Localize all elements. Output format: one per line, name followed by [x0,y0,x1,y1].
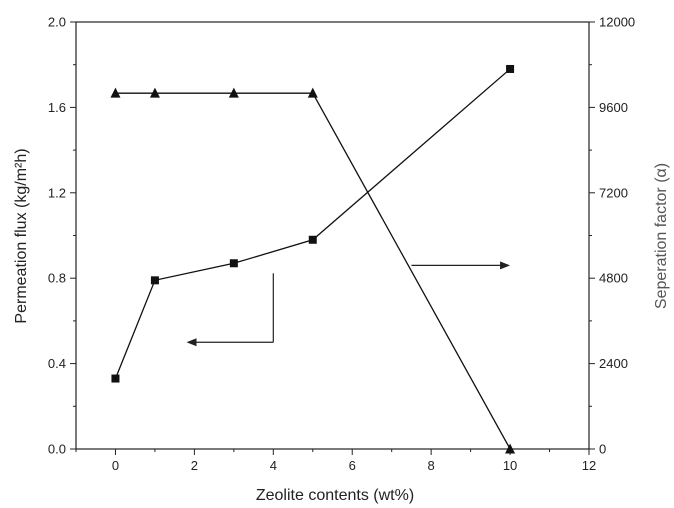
y-right-tick-label: 9600 [599,100,628,115]
triangle-data-point [149,87,160,98]
square-data-point [229,259,238,268]
y-left-tick-label: 2.0 [48,15,66,30]
square-data-point [111,374,120,383]
x-tick-label: 6 [349,458,356,473]
y-right-tick-label: 2400 [599,356,628,371]
plot-frame [75,21,590,450]
triangle-data-point [228,87,239,98]
x-axis-title: Zeolite contents (wt%) [256,487,414,504]
ticks: 0 2 4 6 8 10 12 0.0 0.4 0.8 1.2 1.6 2.0 0 2400 4800 7200… [48,15,635,474]
x-tick-label: 4 [270,458,277,473]
arrow-left-head [186,338,197,347]
y-left-tick-label: 1.2 [48,185,66,200]
arrow-right-head [500,261,511,270]
x-tick-label: 10 [503,458,517,473]
y-right-tick-label: 4800 [599,271,628,286]
x-tick-label: 2 [191,458,198,473]
y-axis-right-title: Seperation factor (α) [653,163,670,309]
axes [75,21,590,450]
y-left-tick-label: 0.4 [48,356,66,371]
y-right-tick-label: 7200 [599,185,628,200]
y-axis-left-title: Permeation flux (kg/m²h) [13,148,30,323]
series-lines [114,68,511,450]
y-left-tick-label: 0.0 [48,442,66,457]
annotations [186,261,511,347]
x-tick-label: 0 [112,458,119,473]
square-series-line [114,68,511,379]
y-left-tick-label: 0.8 [48,271,66,286]
square-data-point [506,64,515,73]
y-left-tick-label: 1.6 [48,100,66,115]
series-markers [110,64,516,454]
triangle-series-line [115,92,511,450]
triangle-data-point [110,87,121,98]
x-tick-label: 12 [582,458,596,473]
triangle-data-point [505,443,516,454]
square-data-point [150,276,159,285]
square-data-point [308,235,317,244]
y-right-tick-label: 12000 [599,15,635,30]
triangle-data-point [307,87,318,98]
y-right-tick-label: 0 [599,442,606,457]
x-tick-label: 8 [428,458,435,473]
